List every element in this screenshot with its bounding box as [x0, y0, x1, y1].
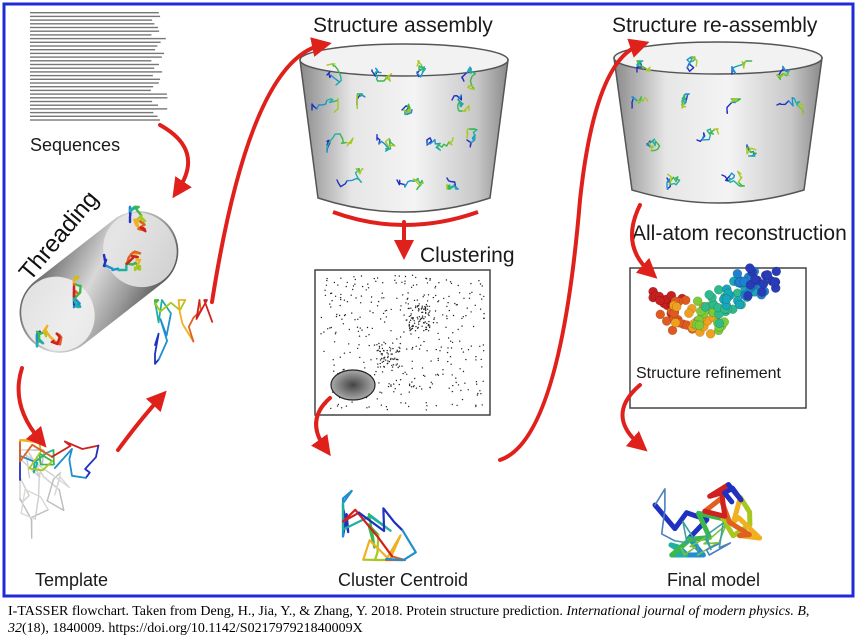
arrow-template-to-fragment: [116, 390, 167, 452]
label-all-atom-reconstruction: All-atom reconstruction: [632, 222, 847, 245]
itasser-flowchart: Sequences Threading Template Structure a…: [2, 2, 855, 598]
threading-protein-blobs: [35, 205, 147, 348]
fragment-structure: [154, 299, 214, 365]
sequence-text-block: [30, 12, 168, 121]
label-structure-assembly: Structure assembly: [313, 14, 493, 37]
caption-tail: (18), 1840009. https://doi.org/10.1142/S…: [22, 621, 363, 636]
arrow-sequences-to-threading: [158, 123, 192, 199]
flow-arrows: [16, 37, 658, 462]
cluster-highlight: [330, 369, 376, 401]
arrow-cluster-to-centroid: [311, 396, 332, 457]
clustering-scatter-plot: [314, 269, 491, 416]
assembly-bucket: [299, 43, 509, 213]
all-atom-model-box: [629, 263, 807, 409]
label-structure-reassembly: Structure re-assembly: [612, 14, 818, 37]
label-sequences: Sequences: [30, 135, 120, 155]
cluster-centroid-structure: [341, 489, 417, 562]
final-model-structure: [652, 482, 763, 558]
reassembly-bucket: [613, 41, 823, 204]
label-clustering: Clustering: [420, 244, 515, 267]
label-structure-refinement: Structure refinement: [636, 365, 782, 382]
arrow-threading-to-template: [16, 366, 47, 448]
arrow-centroid-to-reassembly: [498, 38, 650, 462]
label-cluster-centroid: Cluster Centroid: [338, 570, 468, 590]
arrow-reassembly-to-allatom: [630, 203, 658, 279]
label-template: Template: [35, 570, 108, 590]
caption-sep: ,: [805, 604, 810, 619]
caption-text: I-TASSER flowchart. Taken from Deng, H.,…: [8, 604, 567, 619]
figure-caption: I-TASSER flowchart. Taken from Deng, H.,…: [8, 603, 848, 637]
template-structure: [19, 439, 100, 539]
label-final-model: Final model: [667, 570, 760, 590]
caption-volume: 32: [8, 621, 22, 636]
caption-journal: International journal of modern physics.…: [566, 604, 806, 619]
arrow-allatom-to-final: [620, 383, 648, 452]
arrow-fragment-to-assembly: [210, 37, 332, 304]
